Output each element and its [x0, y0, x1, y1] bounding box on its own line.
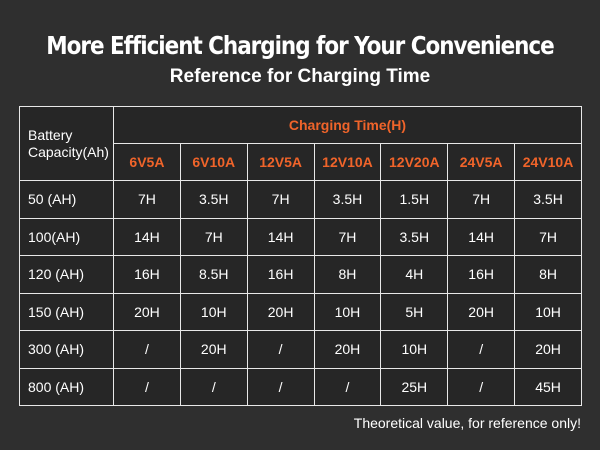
- capacity-cell: 150 (AH): [19, 292, 114, 331]
- model-header: 12V5A: [246, 143, 315, 181]
- model-header-row: 6V5A 6V10A 12V5A 12V10A 12V20A 24V5A 24V…: [20, 143, 582, 181]
- charging-time-cell: 10H: [179, 292, 248, 331]
- model-header: 12V20A: [380, 143, 449, 181]
- charging-time-cell: 16H: [447, 255, 516, 294]
- model-header: 24V5A: [447, 143, 516, 181]
- charging-time-cell: 8H: [514, 255, 582, 294]
- charging-time-table: Battery Capacity(Ah) Charging Time(H) 6V…: [19, 106, 582, 406]
- charging-time-cell: 7H: [246, 180, 315, 219]
- capacity-cell: 50 (AH): [19, 180, 114, 219]
- model-header: 12V10A: [313, 143, 382, 181]
- table-row: 50 (AH) 7H 3.5H 7H 3.5H 1.5H 7H 3.5H: [19, 180, 582, 219]
- charging-time-cell: 20H: [447, 292, 516, 331]
- charging-time-cell: 7H: [113, 180, 181, 219]
- charging-time-cell: 14H: [246, 217, 315, 256]
- model-header: 24V10A: [514, 143, 582, 181]
- charging-time-cell: 1.5H: [380, 180, 449, 219]
- table-row: 150 (AH) 20H 10H 20H 10H 5H 20H 10H: [19, 292, 582, 331]
- capacity-cell: 800 (AH): [19, 367, 114, 406]
- charging-time-cell: 20H: [113, 292, 181, 331]
- charging-time-cell: /: [113, 330, 181, 369]
- charging-time-cell: 5H: [380, 292, 449, 331]
- charging-time-cell: 7H: [179, 217, 248, 256]
- charging-time-cell: /: [179, 367, 248, 406]
- charging-time-header: Charging Time(H): [113, 106, 582, 144]
- charging-time-cell: /: [246, 367, 315, 406]
- model-header: 6V5A: [113, 143, 181, 181]
- charging-time-cell: 3.5H: [380, 217, 449, 256]
- charging-time-cell: 7H: [313, 217, 382, 256]
- capacity-header: Battery Capacity(Ah): [19, 106, 114, 181]
- capacity-cell: 120 (AH): [19, 255, 114, 294]
- table-row: 800 (AH) / / //25H/45H: [19, 367, 582, 406]
- charging-time-cell: 20H: [313, 330, 382, 369]
- charging-time-cell: 14H: [447, 217, 516, 256]
- charging-time-cell: /: [313, 367, 382, 406]
- page-subtitle: Reference for Charging Time: [169, 66, 431, 87]
- charging-time-cell: 3.5H: [514, 180, 582, 219]
- charging-time-cell: 16H: [113, 255, 181, 294]
- charging-time-cell: 14H: [113, 217, 181, 256]
- charging-time-cell: 10H: [313, 292, 382, 331]
- charging-time-cell: 7H: [447, 180, 516, 219]
- charging-time-cell: 20H: [179, 330, 248, 369]
- page-title: More Efficient Charging for Your Conveni…: [46, 31, 554, 60]
- charging-time-cell: /: [447, 330, 516, 369]
- charging-time-cell: 20H: [246, 292, 315, 331]
- charging-time-cell: 8H: [313, 255, 382, 294]
- charging-time-cell: 45H: [514, 367, 582, 406]
- table-row: 100(AH) 14H 7H 14H 7H 3.5H 14H 7H: [19, 217, 582, 256]
- capacity-cell: 100(AH): [19, 217, 114, 256]
- charging-time-cell: 4H: [380, 255, 449, 294]
- model-header: 6V10A: [179, 143, 248, 181]
- charging-time-cell: 10H: [380, 330, 449, 369]
- table-row: 120 (AH) 16H 8.5H 16H 8H 4H 16H 8H: [19, 255, 582, 294]
- charging-time-cell: 16H: [246, 255, 315, 294]
- charging-time-cell: 25H: [380, 367, 449, 406]
- capacity-cell: 300 (AH): [19, 330, 114, 369]
- charging-time-cell: 10H: [514, 292, 582, 331]
- charging-time-cell: 3.5H: [313, 180, 382, 219]
- table-row: 300 (AH)/20H/20H 10H/20H: [19, 330, 582, 369]
- charging-time-cell: 7H: [514, 217, 582, 256]
- charging-time-cell: 3.5H: [179, 180, 248, 219]
- charging-time-cell: /: [246, 330, 315, 369]
- charging-time-cell: /: [447, 367, 516, 406]
- charging-time-cell: 8.5H: [179, 255, 248, 294]
- charging-time-cell: 20H: [514, 330, 582, 369]
- charging-time-cell: /: [113, 367, 181, 406]
- disclaimer-note: Theoretical value, for reference only!: [353, 415, 581, 431]
